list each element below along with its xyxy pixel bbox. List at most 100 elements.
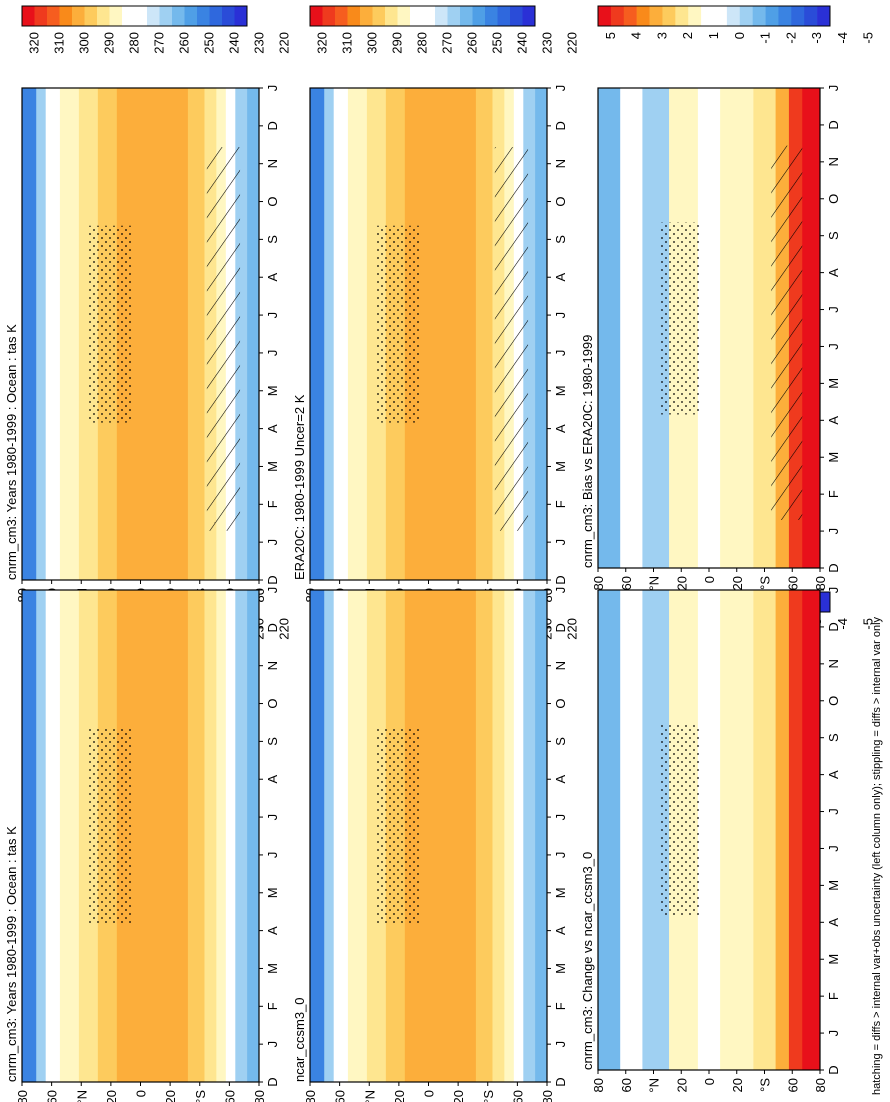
field-band: [535, 88, 548, 580]
colorbar-swatch: [804, 6, 818, 26]
colorbar-tick-label: 260: [465, 32, 480, 54]
colorbar-swatch: [109, 6, 123, 26]
colorbar-tick-label: 3: [654, 32, 669, 39]
month-tick-label: J: [826, 528, 841, 535]
month-tick-label: J: [265, 1041, 280, 1048]
month-tick-label: J: [265, 587, 280, 594]
month-tick-label: F: [553, 500, 568, 508]
lat-tick-label: 0: [422, 1090, 437, 1097]
colorbar-swatch: [510, 6, 523, 26]
colorbar-swatch: [472, 6, 486, 26]
panel-title: cnrm_cm3: Bias vs ERA20C: 1980-1999: [580, 335, 595, 568]
month-tick-label: A: [826, 770, 841, 779]
month-tick-label: J: [265, 539, 280, 546]
lat-tick-label: 60: [619, 576, 634, 590]
month-tick-label: A: [265, 424, 280, 433]
colorbar-swatch: [122, 6, 135, 26]
lat-tick-label: °S: [758, 576, 773, 590]
field-band: [247, 590, 260, 1082]
colorbar-swatch: [222, 6, 235, 26]
lat-tick-label: 0: [702, 1078, 717, 1085]
colorbar-tick-label: 250: [490, 32, 505, 54]
month-tick-label: F: [553, 1002, 568, 1010]
month-tick-label: M: [265, 385, 280, 396]
colorbar-tick-label: -5: [861, 32, 876, 44]
month-tick-label: A: [265, 926, 280, 935]
colorbar-tick-label: 280: [415, 32, 430, 54]
lat-tick-label: °N: [647, 576, 662, 591]
colorbar-tick-label: -2: [783, 32, 798, 44]
colorbar-tick-label: -4: [835, 32, 850, 44]
month-tick-label: M: [553, 963, 568, 974]
panel-title: cnrm_cm3: Years 1980-1999 : Ocean : tas …: [4, 324, 19, 580]
colorbar-swatch: [147, 6, 160, 26]
month-tick-label: M: [826, 880, 841, 891]
month-tick-label: N: [826, 157, 841, 166]
month-tick-label: J: [826, 1030, 841, 1037]
month-tick-label: A: [826, 416, 841, 425]
colorbar-swatch: [72, 6, 85, 26]
colorbar-tick-label: -3: [809, 32, 824, 44]
panel-title: ncar_ccsm3_0: [292, 997, 307, 1082]
colorbar-swatch: [726, 6, 741, 26]
field-band: [187, 88, 205, 580]
month-tick-label: J: [265, 350, 280, 357]
colorbar-tick-label: 280: [127, 32, 142, 54]
colorbar-swatch: [636, 6, 650, 26]
month-tick-label: F: [265, 500, 280, 508]
lat-tick-label: 20: [451, 1090, 466, 1102]
field: [598, 590, 821, 1070]
lat-tick-label: °N: [74, 1090, 89, 1102]
month-tick-label: A: [265, 775, 280, 784]
month-tick-label: J: [553, 1041, 568, 1048]
month-tick-label: M: [553, 385, 568, 396]
colorbar-tick-label: 2: [680, 32, 695, 39]
month-tick-label: M: [826, 378, 841, 389]
colorbar-tick-label: 310: [52, 32, 67, 54]
colorbar-swatch: [778, 6, 792, 26]
colorbar-tick-label: 300: [365, 32, 380, 54]
lat-tick-label: 20: [163, 1090, 178, 1102]
colorbar-tick-label: 220: [277, 32, 292, 54]
field-band: [333, 88, 349, 580]
field: [22, 88, 260, 580]
stippling: [88, 727, 132, 925]
lat-tick-label: 20: [730, 576, 745, 590]
lat-tick-label: °N: [647, 1078, 662, 1093]
lat-tick-label: 80: [591, 576, 606, 590]
month-tick-label: F: [826, 490, 841, 498]
colorbar-tick-label: 250: [202, 32, 217, 54]
month-tick-label: M: [265, 461, 280, 472]
panel-p3: 5 4 3 2 1 0 -1 -2 -3 -4 -5 80 60 °N 20 0 20 °S 60 80 D J F M A M J…: [580, 5, 876, 591]
field-band: [802, 88, 821, 568]
colorbar-swatch: [701, 6, 715, 26]
panel-p5: 3203103002902802702602502402302208060°N2…: [292, 587, 580, 1102]
month-tick-label: J: [553, 852, 568, 859]
colorbar-frame: [309, 5, 536, 27]
lat-tick-label: 60: [45, 1090, 60, 1102]
colorbar-tick-label: 230: [252, 32, 267, 54]
colorbar-swatch: [59, 6, 73, 26]
field-band: [802, 590, 821, 1070]
colorbar-swatch: [649, 6, 663, 26]
panel-title: cnrm_cm3: Change vs ncar_ccsm3_0: [580, 852, 595, 1070]
month-tick-label: A: [553, 775, 568, 784]
field-band: [225, 590, 236, 1082]
month-tick-label: A: [553, 424, 568, 433]
field-band: [216, 590, 227, 1082]
panel-p2: 3203103002902802702602502402302208060°N2…: [292, 5, 580, 603]
colorbar-tick-label: 290: [390, 32, 405, 54]
colorbar-swatch: [172, 6, 185, 26]
month-tick-label: J: [826, 808, 841, 815]
field-band: [720, 88, 754, 568]
stippling: [376, 225, 420, 423]
colorbar-swatch: [97, 6, 110, 26]
field-band: [310, 88, 325, 580]
field-band: [347, 590, 368, 1082]
month-tick-label: A: [826, 918, 841, 927]
colorbar-swatch: [623, 6, 637, 26]
panel-grid: 3203103002902802702602502402302208060°N2…: [4, 5, 876, 1102]
month-tick-label: O: [265, 698, 280, 708]
field: [22, 590, 260, 1082]
field-band: [492, 590, 505, 1082]
